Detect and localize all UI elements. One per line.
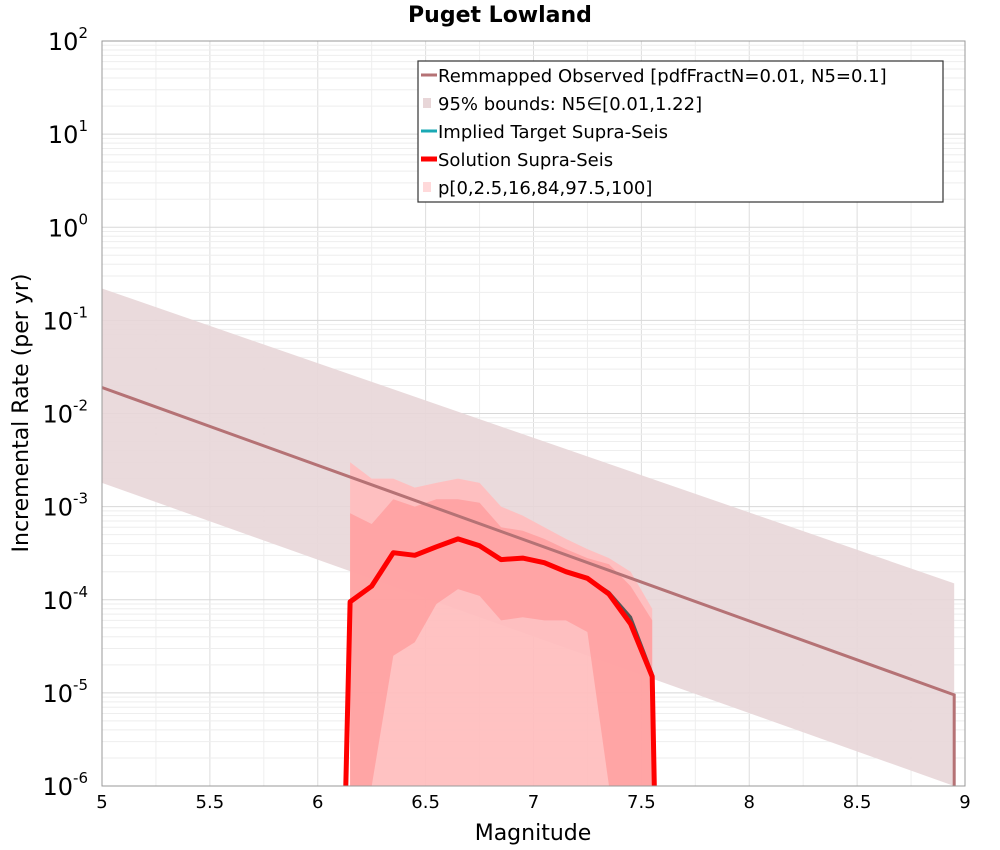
x-tick-label: 6	[312, 792, 323, 813]
x-tick-label: 5	[96, 792, 107, 813]
legend-label: Implied Target Supra-Seis	[438, 122, 668, 143]
x-axis-label: Magnitude	[475, 821, 592, 846]
legend-label: Remmapped Observed [pdfFractN=0.01, N5=0…	[438, 66, 887, 87]
observed-line	[101, 386, 956, 786]
y-tick-label: 10-6	[42, 769, 88, 801]
plot-frame	[101, 40, 966, 787]
x-tick-label: 7.5	[627, 792, 656, 813]
chart-title: Puget Lowland	[408, 3, 592, 28]
x-tick-label: 8.5	[843, 792, 872, 813]
legend-box	[417, 60, 944, 203]
legend: Remmapped Observed [pdfFractN=0.01, N5=0…	[417, 60, 944, 203]
solution-line	[343, 536, 657, 787]
y-tick-label: 10-5	[42, 676, 88, 708]
y-axis-label: Incremental Rate (per yr)	[9, 274, 34, 553]
legend-swatch	[423, 98, 431, 108]
percentile-band-inner	[350, 499, 653, 786]
x-tick-label: 9	[959, 792, 970, 813]
legend-label: Solution Supra-Seis	[438, 150, 613, 171]
y-tick-label: 100	[48, 210, 88, 242]
legend-label: p[0,2.5,16,84,97.5,100]	[438, 178, 652, 199]
legend-label: 95% bounds: N5∈[0.01,1.22]	[438, 94, 702, 115]
x-tick-label: 7	[528, 792, 539, 813]
tick-labels: 5 5.5 6 6.5 7 7.5 8 8.5 9 10-6 10-5 10-4 10-3 10-2 10-…	[42, 24, 970, 813]
y-tick-label: 101	[48, 117, 88, 149]
x-tick-label: 5.5	[196, 792, 225, 813]
bands	[102, 288, 955, 786]
series-lines	[101, 386, 956, 787]
y-tick-label: 10-3	[42, 490, 88, 522]
legend-swatch	[423, 182, 431, 192]
y-tick-label: 10-1	[42, 303, 88, 335]
x-tick-label: 8	[744, 792, 755, 813]
y-tick-label: 10-2	[42, 397, 88, 429]
y-tick-label: 10-4	[42, 583, 88, 615]
y-tick-label: 102	[48, 24, 88, 56]
x-tick-label: 6.5	[411, 792, 440, 813]
